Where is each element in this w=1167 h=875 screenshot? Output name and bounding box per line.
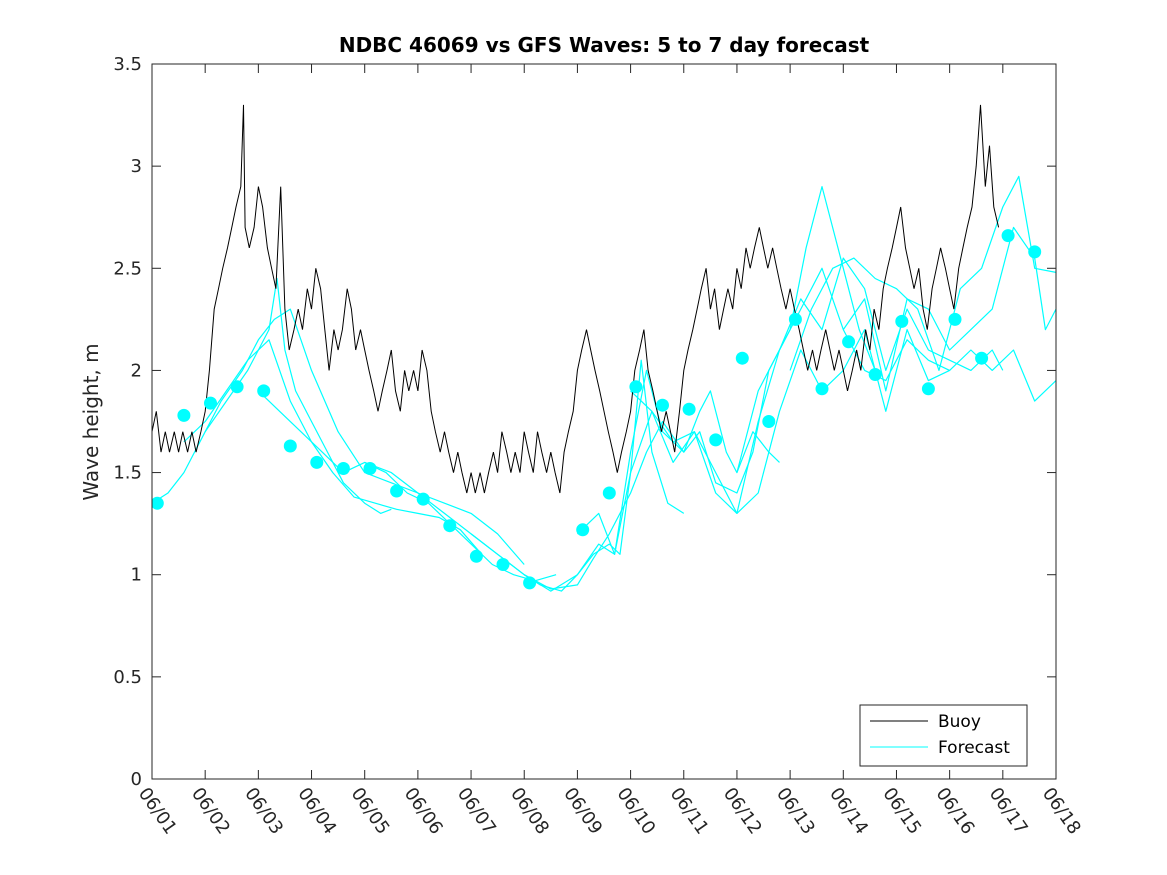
forecast-marker <box>257 384 271 398</box>
forecast-marker <box>523 576 537 590</box>
forecast-marker <box>815 382 829 396</box>
series-layer <box>152 104 1056 592</box>
forecast-marker <box>576 523 590 537</box>
forecast-marker <box>204 396 217 410</box>
y-tick-label: 3 <box>131 156 142 177</box>
buoy-line <box>152 104 1000 494</box>
forecast-marker <box>921 382 935 396</box>
legend-label-forecast: Forecast <box>938 738 1010 758</box>
forecast-marker <box>895 314 909 328</box>
forecast-marker <box>682 402 696 416</box>
forecast-marker <box>416 492 430 506</box>
forecast-marker <box>975 351 989 365</box>
forecast-line-8 <box>576 329 950 555</box>
legend: Buoy Forecast <box>859 704 1028 767</box>
forecast-marker <box>842 335 856 349</box>
forecast-marker <box>948 312 962 326</box>
forecast-marker <box>762 415 776 428</box>
y-tick-label: 1 <box>131 565 142 586</box>
y-tick-label: 0.5 <box>113 667 142 688</box>
y-tick-label: 2.5 <box>113 258 142 279</box>
forecast-line-2 <box>183 339 483 555</box>
forecast-marker <box>283 439 297 453</box>
forecast-marker <box>363 462 377 475</box>
forecast-marker <box>709 433 723 447</box>
y-tick-label: 2 <box>131 360 142 381</box>
forecast-marker <box>443 519 457 533</box>
forecast-marker <box>390 484 404 498</box>
forecast-marker <box>152 496 164 510</box>
forecast-line-5 <box>364 359 685 592</box>
y-tick-label: 3.5 <box>113 54 142 75</box>
y-tick-label: 0 <box>131 769 142 790</box>
forecast-marker <box>735 351 749 365</box>
forecast-marker <box>1001 229 1015 243</box>
chart-title: NDBC 46069 vs GFS Waves: 5 to 7 day fore… <box>339 33 870 57</box>
forecast-marker <box>788 312 802 326</box>
forecast-marker <box>469 549 483 563</box>
forecast-marker <box>629 380 643 394</box>
forecast-marker <box>310 455 324 469</box>
forecast-marker <box>1028 245 1042 259</box>
forecast-line-3 <box>204 308 525 565</box>
forecast-marker <box>656 398 669 412</box>
forecast-marker <box>496 558 510 571</box>
forecast-marker <box>868 368 882 381</box>
legend-box <box>859 704 1028 767</box>
forecast-line-11 <box>789 175 1056 371</box>
legend-label-buoy: Buoy <box>938 712 981 732</box>
forecast-marker <box>336 462 350 475</box>
y-axis-label: Wave height, m <box>79 343 103 500</box>
forecast-marker <box>602 486 616 500</box>
forecast-line-9 <box>630 257 1004 515</box>
plot-area <box>152 64 1056 779</box>
forecast-marker <box>230 380 244 394</box>
axes-box <box>151 63 1057 780</box>
forecast-marker <box>177 408 191 422</box>
forecast-line-4 <box>257 390 557 582</box>
y-tick-label: 1.5 <box>113 463 142 484</box>
